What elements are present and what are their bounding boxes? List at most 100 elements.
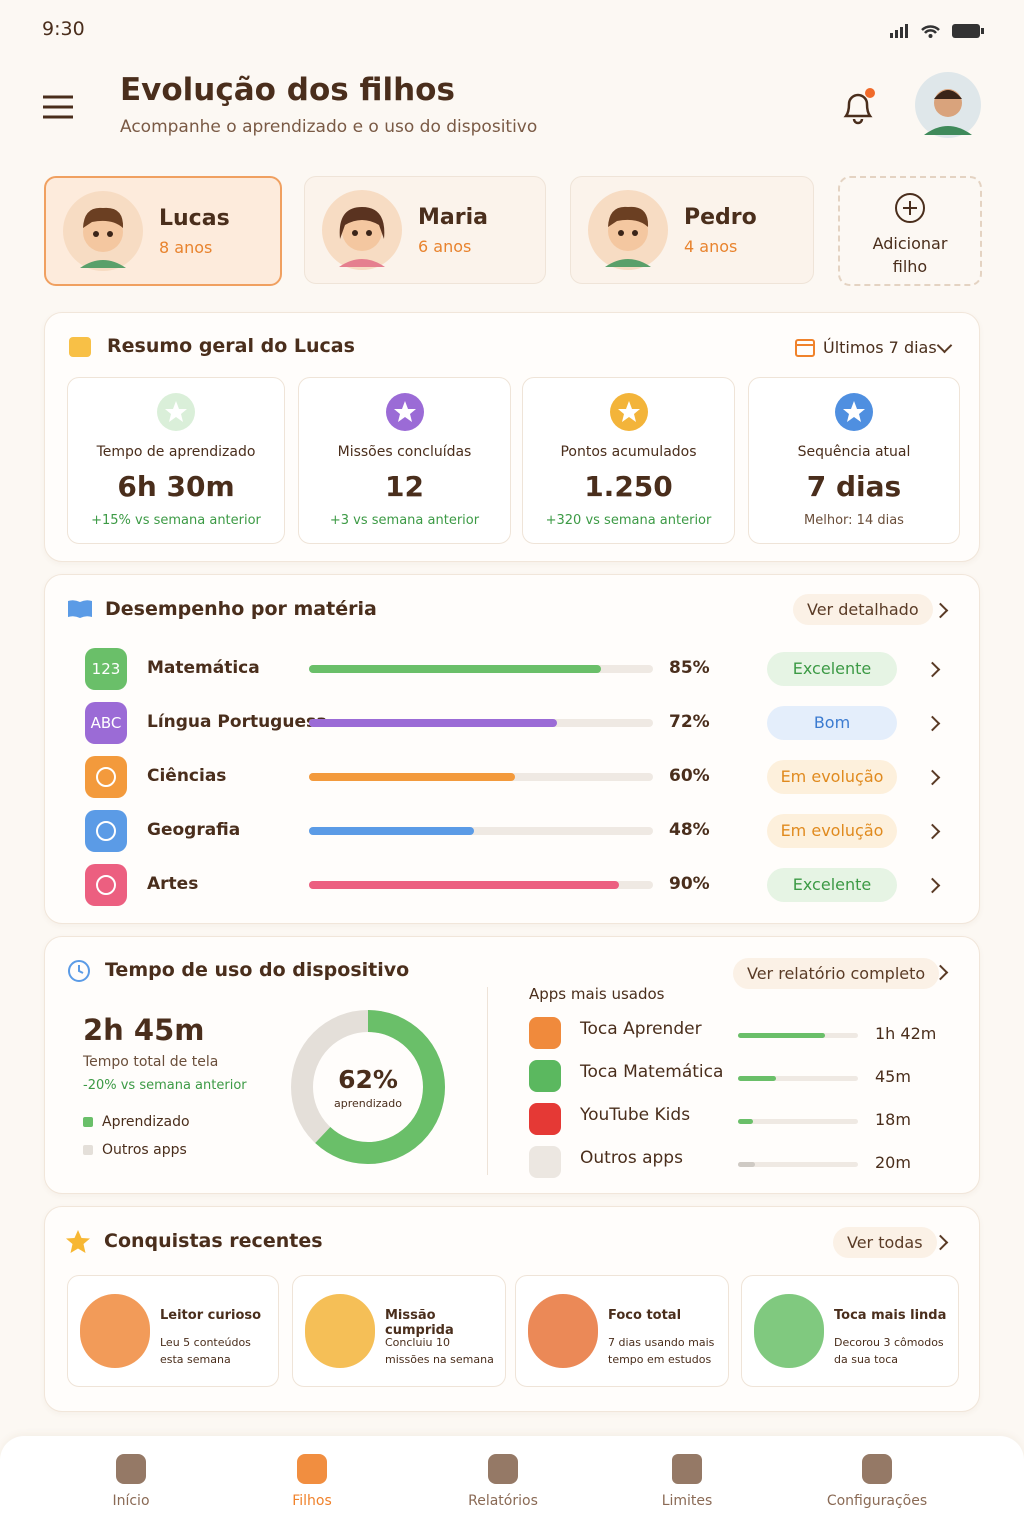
app-name: Toca Matemática [580, 1062, 724, 1082]
add-child-card[interactable]: Adicionar filho [838, 176, 982, 286]
status-badge: Excelente [767, 868, 897, 902]
chevron [924, 715, 941, 732]
app-track [738, 1119, 858, 1124]
subject-icon-text: 123 [91, 660, 121, 678]
bottom-nav: Início Filhos Relatórios Limites Configuraçõ… [0, 1436, 1024, 1536]
app-icon [529, 1103, 561, 1135]
see-details-link[interactable]: Ver detalhado [793, 594, 933, 625]
progress-bar [309, 773, 516, 781]
status-time: 9:30 [42, 18, 85, 40]
child-card[interactable]: Lucas 8 anos [44, 176, 282, 286]
achievements-title: Conquistas recentes [104, 1230, 323, 1252]
stat-card: Pontos acumulados 1.250 +320 vs semana ant… [522, 377, 735, 544]
nav-label[interactable]: Início [112, 1493, 150, 1509]
stat-icon [385, 393, 424, 431]
avatar-eye [107, 231, 113, 237]
nav-label[interactable]: Filhos [292, 1493, 332, 1509]
app-track [738, 1076, 858, 1081]
app-name: Outros apps [580, 1148, 683, 1168]
stat-card: Tempo de aprendizado 6h 30m +15% vs semana… [67, 377, 285, 544]
child-card[interactable]: Pedro 4 anos [570, 176, 814, 284]
achievement-art [305, 1294, 375, 1368]
status-badge: Em evolução [767, 814, 897, 848]
app-icon [529, 1060, 561, 1092]
stat-card: Sequência atual 7 dias Melhor: 14 dias [748, 377, 960, 544]
child-age: 8 anos [159, 238, 213, 257]
subject-percent: 60% [669, 766, 710, 786]
subject-percent: 72% [669, 712, 710, 732]
app-icon [529, 1017, 561, 1049]
subjects-title: Desempenho por matéria [105, 598, 377, 620]
achievement-text: Leu 5 conteúdos esta semana [160, 1336, 251, 1366]
nav-label[interactable]: Limites [661, 1493, 713, 1509]
stat-icon [157, 393, 195, 431]
stat-label: Pontos acumulados [560, 444, 697, 460]
progress-bar [309, 827, 475, 835]
app-bar [738, 1033, 825, 1038]
achievement-title: Missão cumprida [385, 1308, 454, 1338]
nav-label[interactable]: Relatórios [468, 1493, 538, 1509]
nav-icon[interactable] [488, 1454, 518, 1484]
nav-label[interactable]: Configurações [826, 1493, 928, 1509]
menu-button[interactable] [42, 94, 76, 122]
stat-icon-glyph [393, 401, 416, 422]
subject-name: Artes [147, 874, 199, 894]
app-icon [529, 1146, 561, 1178]
full-report-link[interactable]: Ver relatório completo [733, 958, 940, 989]
avatar-eye [93, 231, 99, 237]
stat-icon [835, 393, 873, 431]
total-time-change: -20% vs semana anterior [83, 1078, 247, 1093]
app-name: YouTube Kids [580, 1105, 691, 1125]
achievement-text: Concluiu 10 missões na semana [385, 1336, 494, 1366]
app-time: 20m [875, 1153, 911, 1172]
app-bar [738, 1119, 754, 1124]
user-avatar[interactable] [914, 71, 982, 139]
star-icon [66, 1230, 90, 1253]
child-card[interactable]: Maria 6 anos [304, 176, 546, 284]
chevron [924, 661, 941, 678]
device-card: Tempo de uso do dispositivo Ver relatóri… [44, 936, 980, 1194]
divider [487, 987, 488, 1175]
stat-note: +3 vs semana anterior [329, 513, 480, 528]
status-badge: Em evolução [767, 760, 897, 794]
stat-icon [609, 393, 648, 431]
legend-label: Aprendizado [102, 1114, 190, 1130]
avatar-hair [339, 207, 385, 239]
dropdown-chevron [936, 337, 953, 354]
avatar-eye [366, 230, 372, 236]
achievement-card: Toca mais linda Decorou 3 cômodos da sua … [741, 1275, 959, 1387]
stat-note: +15% vs semana anterior [91, 513, 261, 528]
achievement-text: Decorou 3 cômodos da sua toca [834, 1336, 944, 1366]
subject-percent: 48% [669, 820, 710, 840]
period-selector[interactable]: Últimos 7 dias [823, 338, 937, 357]
achievement-card: Leitor curioso Leu 5 conteúdos esta seman… [67, 1275, 279, 1387]
nav-icon[interactable] [116, 1454, 146, 1484]
stat-label: Tempo de aprendizado [96, 444, 256, 460]
achievement-card: Missão cumprida Concluiu 10 missões na se… [292, 1275, 506, 1387]
subject-icon: 123 [85, 648, 127, 690]
stat-note: Melhor: 14 dias [804, 513, 904, 528]
donut-caption: aprendizado [333, 1097, 402, 1110]
progress-bar [309, 881, 619, 889]
chevron [932, 602, 949, 619]
summary-card: Resumo geral do Lucas Últimos 7 dias Tem… [44, 312, 980, 562]
device-title: Tempo de uso do dispositivo [105, 959, 410, 981]
app-name: Toca Aprender [580, 1019, 702, 1039]
stat-note: +320 vs semana anterior [545, 513, 712, 528]
avatar-shirt [339, 259, 385, 267]
status-badge: Excelente [767, 652, 897, 686]
chevron [924, 877, 941, 894]
achievement-title: Toca mais linda [834, 1308, 947, 1323]
progress-bar [309, 719, 557, 727]
child-name: Pedro [684, 205, 757, 230]
summary-icon [69, 337, 91, 357]
nav-icon[interactable] [297, 1454, 327, 1484]
donut-value: 62% [338, 1065, 398, 1094]
achievement-card: Foco total 7 dias usando mais tempo em es… [515, 1275, 729, 1387]
notifications[interactable] [838, 86, 878, 128]
nav-icon[interactable] [672, 1454, 702, 1484]
nav-icon[interactable] [862, 1454, 892, 1484]
legend-swatch [83, 1145, 93, 1155]
see-all-link[interactable]: Ver todas [833, 1227, 937, 1258]
